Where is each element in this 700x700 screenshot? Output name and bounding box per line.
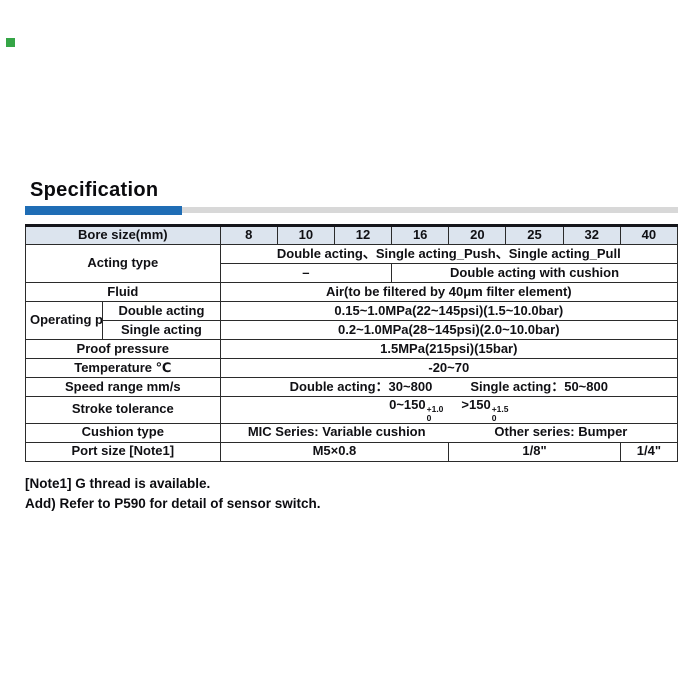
bore-20: 20 (448, 225, 507, 245)
acting-type-all: Double acting、Single acting_Push、Single … (219, 244, 679, 264)
cushion-type-value: MIC Series: Variable cushion Other serie… (219, 422, 679, 443)
page-title: Specification (30, 179, 159, 201)
proof-pressure-value: 1.5MPa(215psi)(15bar) (219, 339, 679, 359)
operating-pressure-double-value: 0.15~1.0MPa(22~145psi)(1.5~10.0bar) (219, 301, 679, 321)
bore-size-row: Bore size(mm) 8 10 12 16 20 25 32 40 (25, 225, 679, 245)
acting-type-small-bores: – (219, 263, 393, 283)
acting-type-row-2: – Double acting with cushion (26, 263, 678, 283)
acting-type-label: Acting type (25, 244, 221, 283)
bore-32: 32 (562, 225, 621, 245)
stroke-tolerance-row: Stroke tolerance 0~150 +1.0 0 >150 +1.5 0 (25, 396, 679, 424)
bore-40: 40 (619, 225, 679, 245)
footnotes: [Note1] G thread is available. Add) Refe… (25, 474, 321, 514)
bore-8: 8 (219, 225, 278, 245)
title-accent-bar-blue (25, 206, 182, 215)
tolerance-sub: 0 (491, 412, 497, 423)
bore-16: 16 (391, 225, 450, 245)
speed-range-value: Double acting：30~800 Single acting：50~80… (219, 377, 679, 397)
stroke-tolerance-seg2-tol: +1.5 0 (492, 405, 509, 423)
stroke-tolerance-value: 0~150 +1.0 0 >150 +1.5 0 (219, 396, 679, 424)
stroke-tolerance-seg1-tol: +1.0 0 (427, 405, 444, 423)
port-size-m5: M5×0.8 (219, 441, 450, 462)
operating-pressure-double-label: Double acting (102, 301, 221, 321)
speed-range-double: Double acting：30~800 (289, 378, 433, 394)
temperature-label: Temperature ℃ (25, 358, 221, 378)
acting-type-large-bores: Double acting with cushion (391, 263, 678, 283)
specification-table: Bore size(mm) 8 10 12 16 20 25 32 40 Act… (24, 224, 679, 462)
fluid-value: Air(to be filtered by 40μm filter elemen… (219, 282, 679, 302)
stroke-tolerance-seg2-base: >150 (461, 397, 491, 412)
tolerance-sub: 0 (426, 412, 432, 423)
stroke-tolerance-seg1-base: 0~150 (389, 397, 426, 412)
port-size-row: Port size [Note1] M5×0.8 1/8" 1/4" (25, 441, 679, 462)
bore-12: 12 (333, 225, 393, 245)
operating-pressure-row-1: Operating pressure Double acting 0.15~1.… (24, 301, 679, 340)
speed-range-row: Speed range mm/s Double acting：30~800 Si… (25, 377, 679, 397)
proof-pressure-label: Proof pressure (25, 339, 221, 359)
temperature-row: Temperature ℃ -20~70 (25, 358, 679, 378)
tolerance-sup: +1.0 (426, 404, 444, 414)
port-size-18: 1/8" (448, 441, 621, 462)
footnote-2: Add) Refer to P590 for detail of sensor … (25, 496, 321, 511)
cushion-type-label: Cushion type (25, 422, 221, 443)
fluid-label: Fluid (25, 282, 221, 302)
port-size-14: 1/4" (619, 441, 679, 462)
tolerance-sup: +1.5 (491, 404, 509, 414)
operating-pressure-label: Operating pressure (24, 301, 104, 340)
acting-type-row-1: Acting type Double acting、Single acting_… (25, 244, 679, 283)
cushion-type-other: Other series: Bumper (494, 424, 628, 440)
bore-10: 10 (276, 225, 335, 245)
operating-pressure-row-2: Single acting 0.2~1.0MPa(28~145psi)(2.0~… (26, 320, 679, 340)
speed-range-label: Speed range mm/s (25, 377, 221, 397)
operating-pressure-single-value: 0.2~1.0MPa(28~145psi)(2.0~10.0bar) (219, 320, 679, 340)
cushion-type-row: Cushion type MIC Series: Variable cushio… (25, 422, 679, 443)
corner-green-dot (6, 38, 15, 47)
bore-25: 25 (505, 225, 564, 245)
title-accent-bar-gray (182, 207, 678, 213)
bore-size-label: Bore size(mm) (25, 225, 221, 245)
temperature-value: -20~70 (219, 358, 679, 378)
cushion-type-mic: MIC Series: Variable cushion (247, 424, 426, 440)
port-size-label: Port size [Note1] (25, 441, 221, 462)
footnote-1: [Note1] G thread is available. (25, 476, 211, 491)
stroke-tolerance-label: Stroke tolerance (25, 396, 221, 424)
proof-pressure-row: Proof pressure 1.5MPa(215psi)(15bar) (25, 339, 679, 359)
speed-range-single: Single acting：50~800 (470, 378, 608, 394)
operating-pressure-single-label: Single acting (102, 320, 221, 340)
fluid-row: Fluid Air(to be filtered by 40μm filter … (25, 282, 679, 302)
